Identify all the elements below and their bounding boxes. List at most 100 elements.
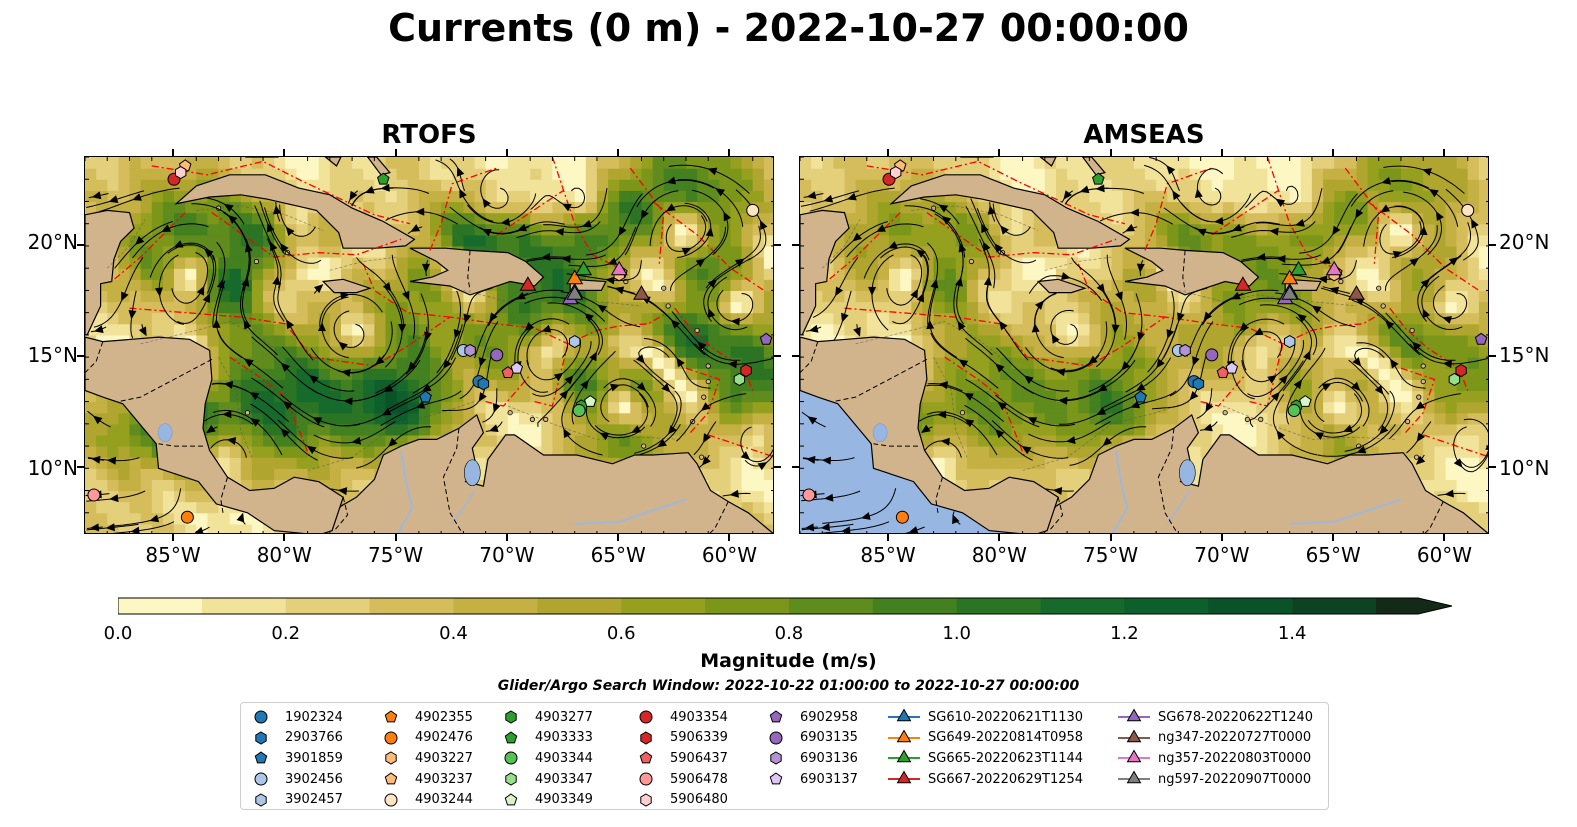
- legend-marker: [639, 710, 653, 724]
- legend-label: 4903333: [535, 730, 593, 746]
- lon-tick-label: 75°W: [367, 543, 424, 567]
- triangle-marker-icon: [1118, 729, 1150, 743]
- colorbar-tick-label: 0.0: [103, 623, 133, 644]
- legend-label: 4903354: [670, 709, 728, 725]
- legend-marker: [254, 710, 268, 724]
- legend-item: SG649-20220814T0958: [886, 728, 1083, 749]
- legend-item: 4903244: [381, 789, 473, 810]
- axis-ticks: [85, 157, 773, 533]
- lon-tick-mark: [394, 534, 397, 541]
- observation-marker: [566, 269, 584, 285]
- legend-column: SG610-20220621T1130 SG649-20220814T0958 SG…: [886, 707, 1083, 789]
- lon-tick-mark: [1332, 534, 1335, 541]
- colorbar-tick-label: 1.4: [1277, 623, 1307, 644]
- legend-item: 4903227: [381, 748, 473, 769]
- legend-label: 5906437: [670, 750, 728, 766]
- triangle-marker-icon: [888, 749, 920, 763]
- pentagon-marker-icon: [769, 710, 783, 723]
- observation-marker: [1348, 285, 1365, 300]
- lon-tick-label: 65°W: [1305, 543, 1361, 567]
- legend-column: 1902324 2903766 3901859 3902456 3902457: [251, 707, 343, 810]
- lat-tick-left: 10°N: [27, 456, 78, 480]
- legend-label: SG649-20220814T0958: [928, 730, 1084, 746]
- legend-marker: [1126, 708, 1142, 722]
- lon-tick-mark: [998, 534, 1001, 541]
- legend-marker: [770, 751, 782, 766]
- legend-marker: [896, 770, 912, 784]
- lat-tick-mark: [1489, 243, 1496, 246]
- lon-tick-label: 70°W: [479, 543, 535, 567]
- colorbar-tick-label: 0.4: [439, 623, 468, 644]
- colorbar-segment: [705, 598, 790, 614]
- lon-tick-mark: [283, 149, 286, 156]
- lon-tick-mark: [617, 149, 620, 156]
- legend-label: 5906480: [670, 792, 728, 808]
- legend-item: SG665-20220623T1144: [886, 748, 1083, 769]
- observation-marker: [519, 276, 537, 291]
- observation-markers: [802, 159, 1488, 524]
- observation-marker: [584, 394, 597, 407]
- observation-marker: [733, 372, 746, 386]
- legend-label: ng347-20220727T0000: [1158, 730, 1312, 746]
- lon-tick-mark: [505, 149, 508, 156]
- observation-marker: [1281, 269, 1299, 285]
- lat-tick-mark: [792, 355, 799, 358]
- legend-item: 4903354: [636, 707, 728, 728]
- map-panel-rtofs[interactable]: [84, 156, 774, 534]
- legend-marker: [639, 751, 653, 764]
- colorbar-segment: [789, 598, 874, 614]
- legend-label: 3901859: [285, 750, 343, 766]
- colorbar-segment: [285, 598, 371, 614]
- hexagon-marker-icon: [505, 710, 517, 724]
- lon-tick-mark: [283, 534, 286, 541]
- observation-marker: [566, 285, 584, 300]
- legend-label: 6903136: [800, 750, 858, 766]
- legend-marker: [769, 731, 783, 745]
- legend-item: 4902476: [381, 728, 473, 749]
- legend-item: 3901859: [251, 748, 343, 769]
- observation-marker: [1092, 172, 1105, 185]
- legend-item: 6903135: [766, 728, 858, 749]
- observation-marker: [1284, 335, 1296, 349]
- colorbar-segment: [1208, 598, 1293, 614]
- observation-marker: [1325, 260, 1343, 276]
- observation-marker: [1299, 394, 1312, 407]
- lon-tick-mark: [1443, 149, 1446, 156]
- circle-marker-icon: [254, 710, 268, 724]
- legend-item: SG610-20220621T1130: [886, 707, 1083, 728]
- legend-label: 6902958: [800, 709, 858, 725]
- legend-label: 4903244: [415, 792, 473, 808]
- lat-tick-mark: [774, 466, 781, 469]
- legend-marker: [1126, 749, 1142, 763]
- map-panel-amseas[interactable]: [799, 156, 1489, 534]
- lat-tick-mark: [77, 466, 84, 469]
- legend-item: 5906437: [636, 748, 728, 769]
- legend-label: ng357-20220803T0000: [1158, 750, 1312, 766]
- pentagon-marker-icon: [639, 751, 653, 764]
- lon-tick-mark: [1220, 534, 1223, 541]
- legend-marker: [254, 751, 268, 764]
- lat-tick-mark: [774, 243, 781, 246]
- legend-label: 6903135: [800, 730, 858, 746]
- legend-item: 4902355: [381, 707, 473, 728]
- colorbar-segment: [872, 598, 958, 614]
- pentagon-marker-icon: [769, 772, 783, 785]
- observation-marker: [477, 377, 490, 391]
- legend-item: 3902456: [251, 769, 343, 790]
- legend-label: 4902476: [415, 730, 473, 746]
- legend-label: 4903237: [415, 771, 473, 787]
- observation-marker: [1134, 390, 1147, 403]
- lat-tick-right: 20°N: [1499, 230, 1550, 254]
- circle-marker-icon: [639, 772, 653, 786]
- legend-label: 4903349: [535, 792, 593, 808]
- lon-tick-label: 70°W: [1194, 543, 1250, 567]
- legend-marker: [640, 731, 652, 745]
- colorbar-label: Magnitude (m/s): [700, 650, 877, 672]
- country-borders: [85, 250, 729, 533]
- lon-tick-mark: [1332, 149, 1335, 156]
- legend-item: 5906339: [636, 728, 728, 749]
- pacific-ocean: [800, 390, 1014, 533]
- colorbar-segment: [453, 598, 538, 614]
- observation-marker: [1455, 363, 1467, 378]
- lon-tick-label: 60°W: [701, 543, 758, 567]
